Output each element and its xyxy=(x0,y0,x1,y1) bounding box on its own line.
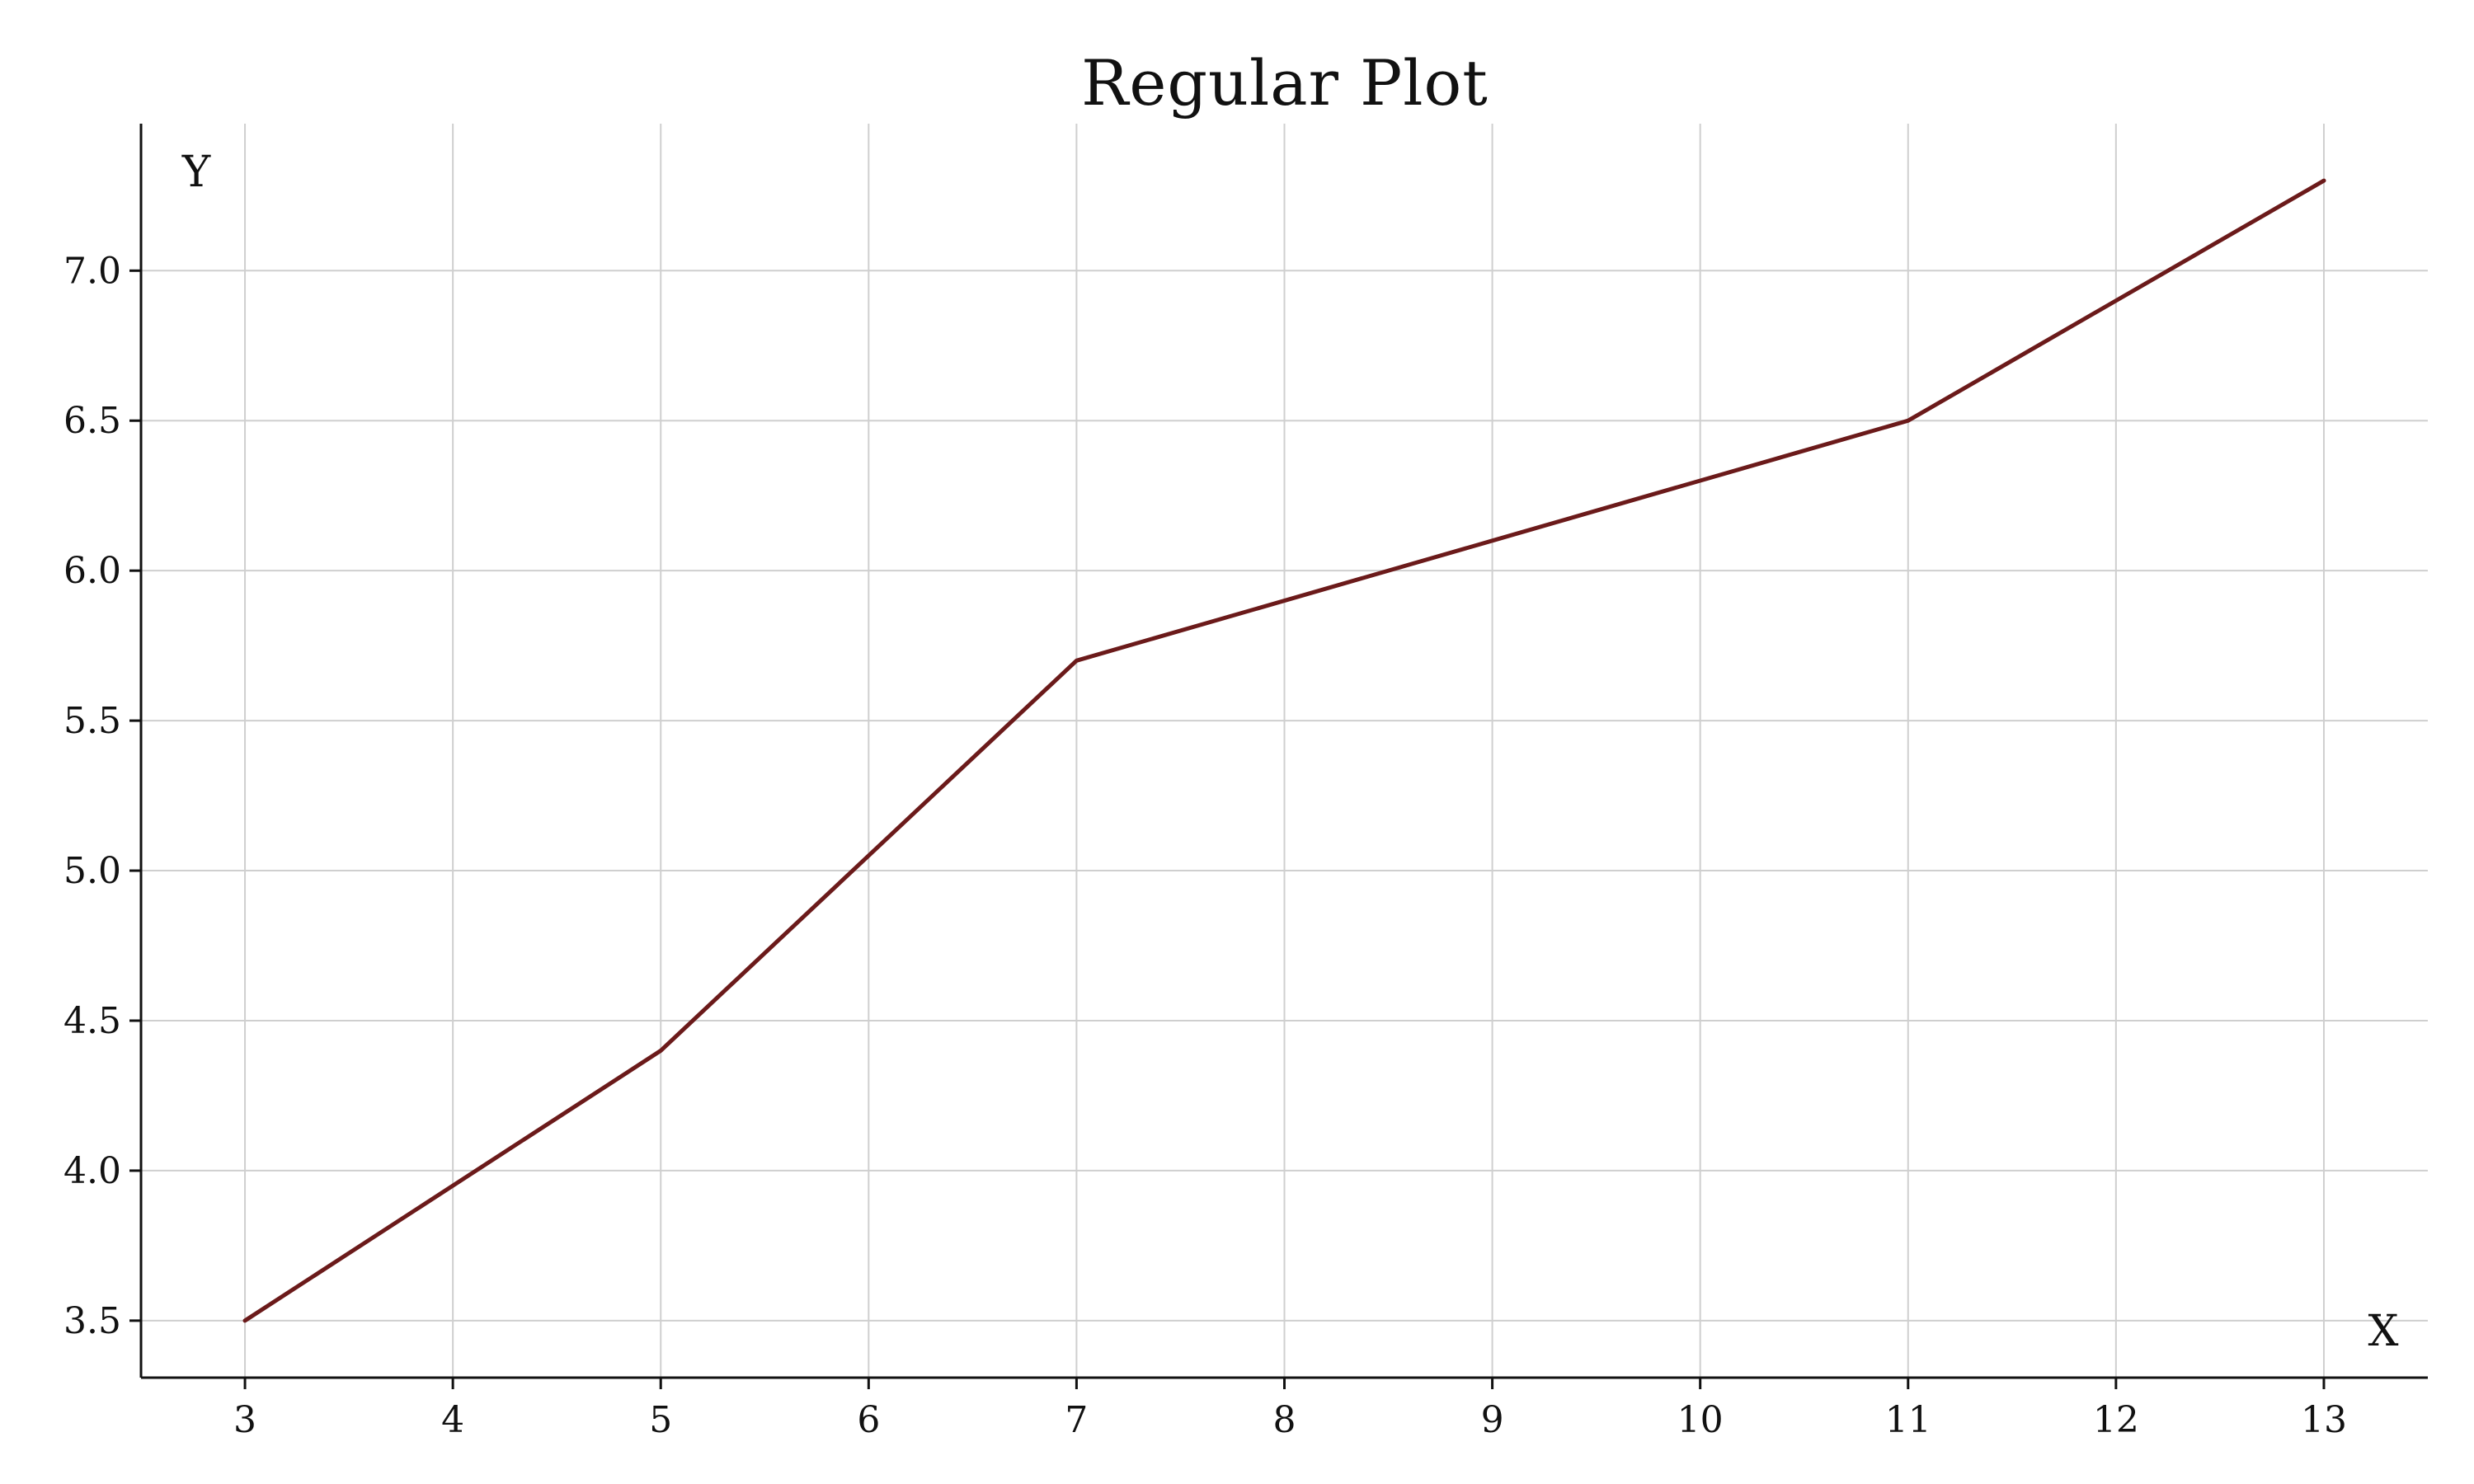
y-tick-label: 5.0 xyxy=(63,850,121,892)
x-tick-label: 11 xyxy=(1885,1399,1931,1441)
y-tick-label: 4.0 xyxy=(63,1150,121,1192)
x-tick-label: 3 xyxy=(233,1399,256,1441)
x-axis-label: X xyxy=(2368,1307,2398,1356)
y-tick-label: 5.5 xyxy=(63,700,121,742)
x-tick-label: 12 xyxy=(2093,1399,2139,1441)
y-tick-label: 6.0 xyxy=(63,550,121,592)
y-axis-label: Y xyxy=(181,148,211,197)
y-tick-label: 6.5 xyxy=(63,400,121,442)
chart-title: Regular Plot xyxy=(1081,46,1489,120)
x-tick-label: 8 xyxy=(1273,1399,1296,1441)
grid-layer xyxy=(141,124,2428,1378)
series-layer xyxy=(242,178,2326,1323)
x-tick-label: 5 xyxy=(649,1399,672,1441)
y-tick-label: 4.5 xyxy=(63,1000,121,1042)
y-tick-label: 3.5 xyxy=(63,1300,121,1342)
x-tick-label: 4 xyxy=(441,1399,464,1441)
x-tick-label: 7 xyxy=(1065,1399,1088,1441)
series-line xyxy=(242,178,2326,1323)
x-tick-label: 13 xyxy=(2301,1399,2347,1441)
ticks-layer: 3 4 5 6 7 8 9 10 11 12 13 3.5 4.0 4.5 5.0 5.5 6.0 6.5 7.0 xyxy=(63,250,2347,1441)
x-tick-label: 6 xyxy=(857,1399,880,1441)
x-tick-label: 9 xyxy=(1481,1399,1504,1441)
x-tick-label: 10 xyxy=(1677,1399,1724,1441)
y-tick-label: 7.0 xyxy=(63,250,121,292)
